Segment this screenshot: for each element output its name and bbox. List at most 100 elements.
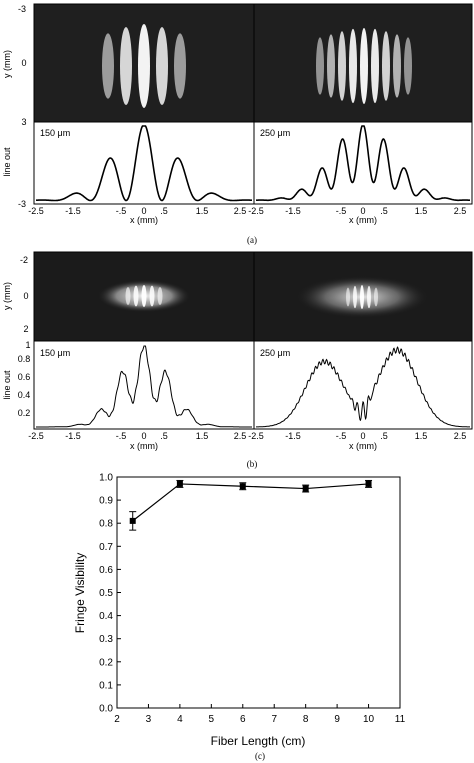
y-tick-label: 0.3 bbox=[99, 634, 113, 645]
y-tick-label: 1.0 bbox=[99, 473, 113, 484]
fringe-stripe bbox=[133, 285, 139, 307]
panel-c-ylabel: Fringe Visibility bbox=[73, 553, 87, 633]
panel-a-lineout-right-frame bbox=[253, 121, 473, 205]
fringe-stripe bbox=[316, 37, 324, 95]
x-tick-label: 5 bbox=[209, 714, 215, 725]
panel-b-lineout-tick: 0.6 bbox=[18, 372, 31, 382]
x-tick-label-left: 2.5 bbox=[234, 206, 247, 216]
x-tick-label-left: .5 bbox=[160, 431, 168, 441]
panel-a-xticks: -2.5 -1.5 -.5 0.5 1.5 2.5 -2.5 -1.5 -.5 0.5 1.5 2.5 bbox=[28, 206, 466, 216]
panel-c-xlabel: Fiber Length (cm) bbox=[211, 734, 306, 748]
panel-a-lineout-left-frame bbox=[33, 121, 255, 205]
fringe-stripe bbox=[138, 24, 150, 108]
panel-b-lineout-tick: 0.8 bbox=[18, 354, 31, 364]
panel-b-lineout-right-curve bbox=[256, 346, 470, 428]
panel-a-image-tick: 0 bbox=[21, 58, 26, 68]
x-tick-label-right: 0 bbox=[360, 431, 365, 441]
panel-a-lineout-tick: -3 bbox=[18, 199, 26, 209]
x-tick-label-right: -2.5 bbox=[248, 431, 264, 441]
panel-a-image-tick: -3 bbox=[18, 4, 26, 14]
panel-a-fringes-right bbox=[316, 28, 412, 104]
x-tick-label-left: 1.5 bbox=[196, 206, 209, 216]
x-tick-label-right: 2.5 bbox=[454, 206, 467, 216]
x-tick-label-left: 0 bbox=[141, 206, 146, 216]
x-tick-label-left: 0 bbox=[141, 431, 146, 441]
x-tick-label-left: .5 bbox=[160, 206, 168, 216]
y-tick-label: 0.6 bbox=[99, 565, 113, 576]
x-tick-label-right: -1.5 bbox=[285, 206, 301, 216]
panel-b: -2 0 2 1 0.8 0.6 0.4 0.2 y (mm) line out… bbox=[2, 251, 473, 469]
fringe-stripe bbox=[156, 27, 168, 105]
panel-a-lineout-ylabel: line out bbox=[2, 147, 12, 177]
panel-a-label-left: 150 μm bbox=[40, 128, 70, 138]
y-tick-label: 0.5 bbox=[99, 588, 113, 599]
x-tick-label-right: 0 bbox=[360, 206, 365, 216]
panel-a-lineout-right-curve bbox=[256, 125, 470, 202]
panel-a-fringes-left bbox=[102, 24, 186, 108]
fringe-stripe bbox=[360, 285, 364, 309]
panel-a-xlabel-right: x (mm) bbox=[349, 215, 377, 225]
panel-c-caption: (c) bbox=[255, 751, 265, 761]
y-tick-label: 0.7 bbox=[99, 542, 113, 553]
fringe-stripe bbox=[353, 285, 357, 309]
panel-b-lineout-tick: 0.4 bbox=[18, 390, 31, 400]
x-tick-label: 8 bbox=[303, 714, 309, 725]
fringe-stripe bbox=[371, 28, 379, 104]
y-tick-label: 0.4 bbox=[99, 611, 113, 622]
panel-b-label-left: 150 μm bbox=[40, 348, 70, 358]
panel-a-image-tick: 3 bbox=[21, 117, 26, 127]
x-tick-label: 11 bbox=[395, 714, 406, 725]
panel-b-caption: (b) bbox=[247, 459, 258, 469]
fringe-stripe bbox=[338, 31, 346, 101]
x-tick-label-left: -.5 bbox=[116, 206, 127, 216]
panel-b-xlabel-right: x (mm) bbox=[349, 441, 377, 451]
panel-b-image-tick: -2 bbox=[20, 255, 28, 265]
series-line bbox=[132, 483, 369, 522]
panel-c-marks bbox=[129, 479, 373, 531]
fringe-stripe bbox=[157, 287, 163, 305]
x-tick-label-right: 1.5 bbox=[415, 206, 428, 216]
data-point bbox=[239, 483, 246, 490]
panel-b-lineout-tick: 0.2 bbox=[18, 408, 31, 418]
x-tick-label: 7 bbox=[271, 714, 277, 725]
fringe-stripe bbox=[174, 33, 186, 99]
x-tick-label-right: -.5 bbox=[336, 431, 347, 441]
y-tick-label: 0.2 bbox=[99, 657, 113, 668]
panel-a-lineout-left-curve bbox=[36, 125, 252, 202]
panel-a-caption: (a) bbox=[247, 235, 257, 245]
fringe-stripe bbox=[404, 37, 412, 95]
fringe-stripe bbox=[102, 33, 114, 99]
x-tick-label: 3 bbox=[146, 714, 152, 725]
data-point bbox=[302, 485, 309, 492]
panel-b-lineout-left-frame bbox=[33, 340, 255, 430]
x-tick-label-right: 2.5 bbox=[454, 431, 467, 441]
x-tick-label-right: 1.5 bbox=[415, 431, 428, 441]
fringe-stripe bbox=[382, 31, 390, 101]
fringe-stripe bbox=[360, 28, 368, 104]
x-tick-label: 6 bbox=[240, 714, 246, 725]
data-point bbox=[176, 480, 183, 487]
x-tick-label-left: -.5 bbox=[116, 431, 127, 441]
x-tick-label-left: 1.5 bbox=[196, 431, 209, 441]
fringe-stripe bbox=[393, 34, 401, 98]
panel-a-label-right: 250 μm bbox=[260, 128, 290, 138]
x-tick-label: 9 bbox=[334, 714, 340, 725]
fringe-stripe bbox=[349, 28, 357, 104]
panel-b-image-tick: 2 bbox=[23, 324, 28, 334]
panel-a-xlabel-left: x (mm) bbox=[130, 215, 158, 225]
panel-a: -3 0 3 -3 y (mm) line out 150 μm 250 μm … bbox=[2, 3, 473, 245]
panel-b-image-ylabel: y (mm) bbox=[2, 282, 12, 310]
panel-c-axes: 2 3 4 5 6 7 8 9 10 11 0.0 0.1 0.2 0.3 0.4 0.5 0.6 0.7 0.8 0… bbox=[99, 473, 406, 726]
x-tick-label-left: -2.5 bbox=[28, 206, 44, 216]
x-tick-label-right: -2.5 bbox=[248, 206, 264, 216]
fringe-stripe bbox=[374, 287, 378, 307]
panel-b-xlabel-left: x (mm) bbox=[130, 441, 158, 451]
panel-b-lineout-tick: 1 bbox=[25, 340, 30, 350]
fringe-stripe bbox=[149, 285, 155, 307]
panel-b-label-right: 250 μm bbox=[260, 348, 290, 358]
x-tick-label-right: -1.5 bbox=[285, 431, 301, 441]
panel-b-lineout-left-curve bbox=[36, 345, 252, 428]
x-tick-label-left: -1.5 bbox=[65, 431, 81, 441]
x-tick-label: 10 bbox=[363, 714, 375, 725]
fringe-stripe bbox=[346, 287, 350, 307]
